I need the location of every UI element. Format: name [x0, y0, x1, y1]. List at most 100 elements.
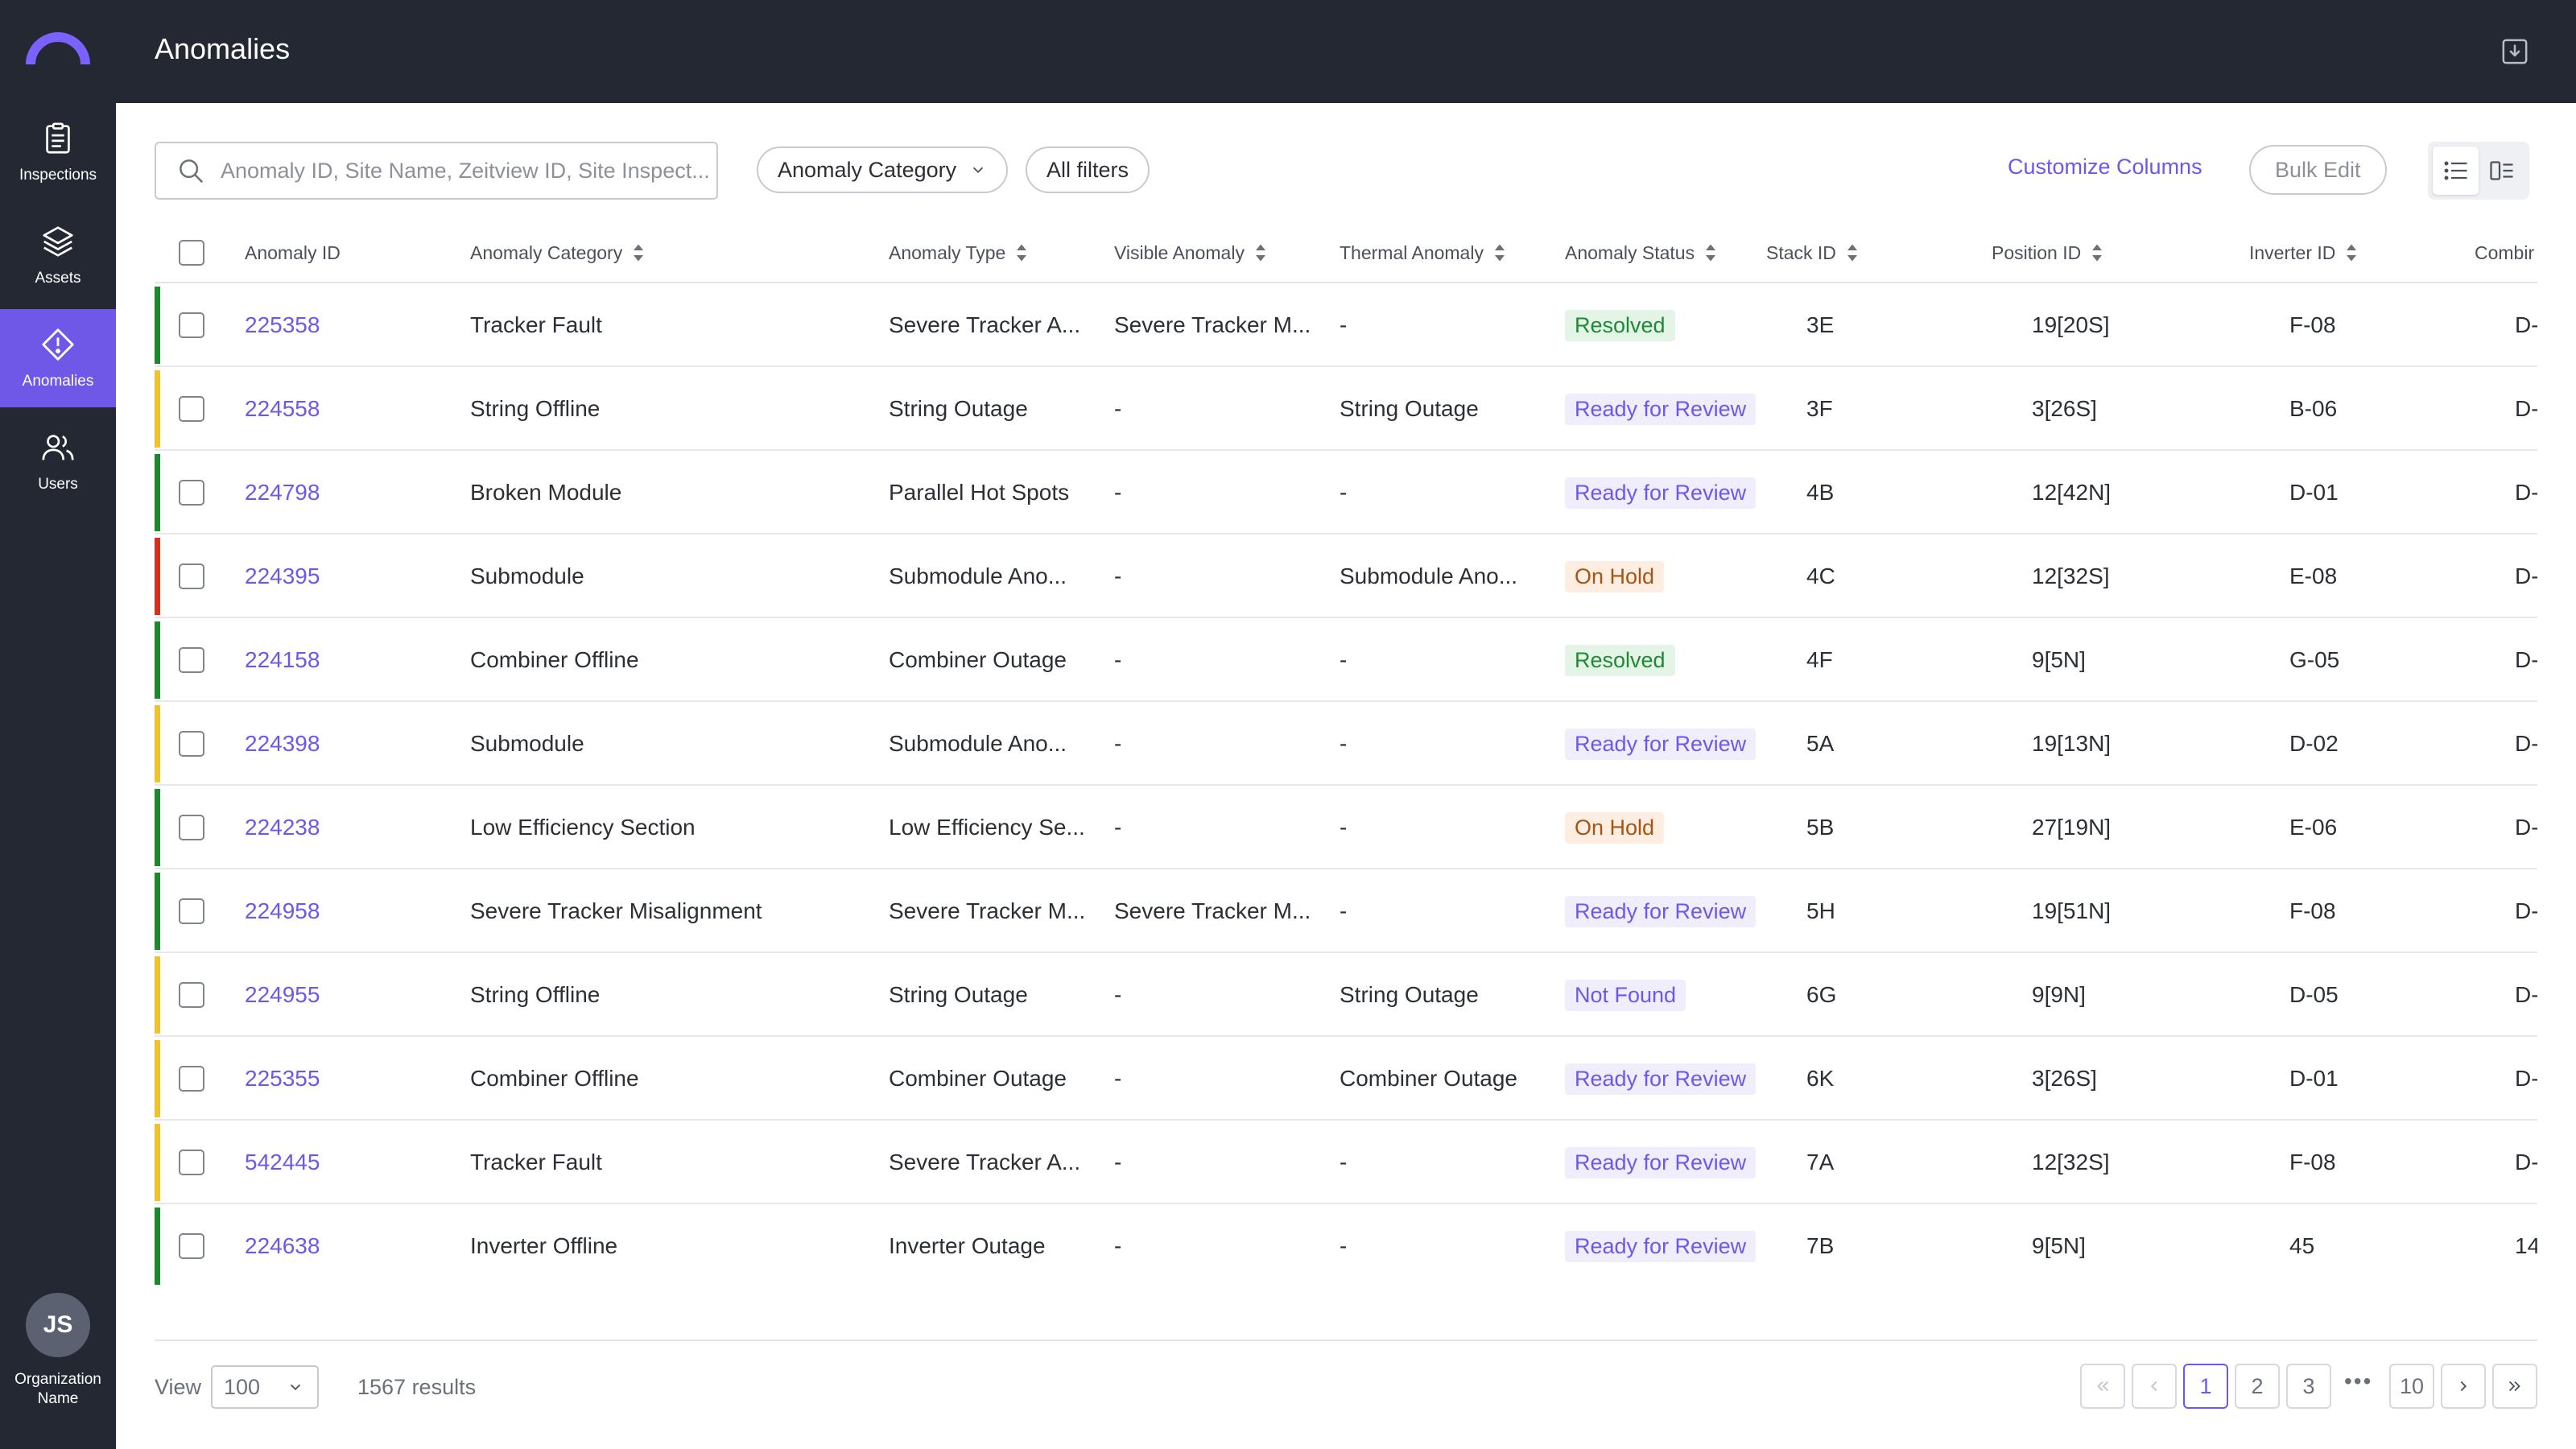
bulk-edit-button[interactable]: Bulk Edit — [2249, 145, 2387, 195]
search-box[interactable] — [155, 142, 718, 200]
column-header[interactable]: Anomaly ID — [245, 222, 341, 283]
anomaly-id-link[interactable]: 224398 — [245, 731, 320, 756]
column-header[interactable]: Inverter ID — [2249, 222, 2358, 283]
table-row[interactable]: 224238 Low Efficiency Section Low Efficien… — [155, 786, 2537, 869]
anomaly-id-link[interactable]: 225355 — [245, 1066, 320, 1091]
table-row[interactable]: 542445 Tracker Fault Severe Tracker A... - -… — [155, 1121, 2537, 1204]
column-header[interactable]: Anomaly Type — [889, 222, 1028, 283]
anomaly-id-link[interactable]: 542445 — [245, 1150, 320, 1174]
download-box-icon[interactable] — [2499, 35, 2531, 68]
table-row[interactable]: 224638 Inverter Offline Inverter Outage - - R… — [155, 1204, 2537, 1285]
list-view-button[interactable] — [2433, 147, 2479, 195]
pagination-ellipsis: ••• — [2344, 1368, 2373, 1393]
page-button-2[interactable]: 2 — [2235, 1364, 2280, 1409]
view-toggle — [2428, 142, 2529, 200]
sidebar-item-label: Anomalies — [22, 373, 94, 390]
sidebar-item-inspections[interactable]: Inspections — [0, 103, 116, 201]
thermal-anomaly-cell: - — [1340, 898, 1348, 923]
sidebar-item-anomalies[interactable]: Anomalies — [0, 309, 116, 407]
anomaly-id-link[interactable]: 224638 — [245, 1233, 320, 1258]
row-checkbox[interactable] — [179, 1066, 204, 1092]
severity-indicator — [155, 621, 160, 699]
brand-logo[interactable] — [26, 24, 90, 69]
sort-icon — [1494, 244, 1505, 262]
anomaly-id-link[interactable]: 224238 — [245, 815, 320, 840]
inverter-id-cell: F-08 — [2289, 898, 2336, 923]
status-badge: Not Found — [1565, 979, 1686, 1011]
next-page-button[interactable] — [2441, 1364, 2486, 1409]
table-row[interactable]: 224398 Submodule Submodule Ano... - - Ready f… — [155, 702, 2537, 786]
status-badge: Ready for Review — [1565, 895, 1757, 927]
prev-page-button[interactable] — [2132, 1364, 2177, 1409]
row-checkbox[interactable] — [179, 396, 204, 422]
page-button-10[interactable]: 10 — [2389, 1364, 2434, 1409]
row-checkbox[interactable] — [179, 982, 204, 1008]
column-header-label: Stack ID — [1766, 242, 1836, 263]
anomaly-id-link[interactable]: 224395 — [245, 564, 320, 588]
table-row[interactable]: 224158 Combiner Offline Combiner Outage - - R… — [155, 618, 2537, 702]
last-page-button[interactable] — [2492, 1364, 2537, 1409]
all-filters-button[interactable]: All filters — [1026, 147, 1150, 193]
anomaly-id-link[interactable]: 224955 — [245, 982, 320, 1007]
status-badge: Ready for Review — [1565, 393, 1757, 425]
row-checkbox[interactable] — [179, 312, 204, 338]
status-cell: Ready for Review — [1565, 702, 1757, 786]
column-header[interactable]: Position ID — [1992, 222, 2103, 283]
table-row[interactable]: 225358 Tracker Fault Severe Tracker A... Se… — [155, 283, 2537, 367]
column-header[interactable]: Anomaly Status — [1565, 222, 1717, 283]
select-all-checkbox[interactable] — [179, 240, 204, 266]
sidebar-item-users[interactable]: Users — [0, 412, 116, 510]
thermal-anomaly-cell: - — [1340, 1150, 1348, 1174]
anomaly-id-link[interactable]: 224958 — [245, 898, 320, 923]
column-header[interactable]: Visible Anomaly — [1114, 222, 1267, 283]
anomaly-category-cell: Severe Tracker Misalignment — [470, 898, 762, 923]
column-header[interactable]: Combir — [2475, 222, 2534, 283]
column-header[interactable]: Stack ID — [1766, 222, 1859, 283]
column-header[interactable]: Thermal Anomaly — [1340, 222, 1506, 283]
chevron-right-icon — [2460, 1381, 2467, 1392]
sidebar-item-label: Users — [38, 476, 78, 493]
row-checkbox[interactable] — [179, 898, 204, 924]
row-checkbox[interactable] — [179, 564, 204, 589]
table-row[interactable]: 224558 String Offline String Outage - String… — [155, 367, 2537, 451]
severity-indicator — [155, 1208, 160, 1285]
combiner-cell: D- — [2515, 647, 2537, 672]
page-size-select[interactable]: 100 — [211, 1365, 319, 1409]
visible-anomaly-cell: - — [1114, 982, 1122, 1007]
page-button-1[interactable]: 1 — [2183, 1364, 2228, 1409]
page-button-3[interactable]: 3 — [2286, 1364, 2331, 1409]
row-checkbox[interactable] — [179, 815, 204, 840]
severity-indicator — [155, 1124, 160, 1201]
table-row[interactable]: 224958 Severe Tracker Misalignment Severe … — [155, 869, 2537, 953]
sidebar-item-assets[interactable]: Assets — [0, 206, 116, 304]
severity-indicator — [155, 287, 160, 364]
combiner-cell: D- — [2515, 815, 2537, 840]
split-view-button[interactable] — [2479, 147, 2524, 195]
status-cell: On Hold — [1565, 786, 1665, 869]
table-row[interactable]: 224955 String Offline String Outage - String… — [155, 953, 2537, 1037]
table-row[interactable]: 225355 Combiner Offline Combiner Outage - Co… — [155, 1037, 2537, 1121]
first-page-button[interactable] — [2080, 1364, 2125, 1409]
status-badge: Ready for Review — [1565, 1230, 1757, 1262]
anomaly-id-link[interactable]: 224558 — [245, 396, 320, 421]
row-checkbox[interactable] — [179, 1150, 204, 1175]
anomaly-id-link[interactable]: 225358 — [245, 312, 320, 337]
row-checkbox[interactable] — [179, 480, 204, 506]
column-header[interactable]: Anomaly Category — [470, 222, 645, 283]
search-input[interactable] — [221, 158, 712, 184]
combiner-cell: D- — [2515, 1066, 2537, 1091]
thermal-anomaly-cell: Submodule Ano... — [1340, 564, 1518, 588]
table-row[interactable]: 224395 Submodule Submodule Ano... - Submodul… — [155, 535, 2537, 618]
row-checkbox[interactable] — [179, 731, 204, 757]
table-row[interactable]: 224798 Broken Module Parallel Hot Spots - - R… — [155, 451, 2537, 535]
visible-anomaly-cell: - — [1114, 396, 1122, 421]
anomaly-category-filter[interactable]: Anomaly Category — [757, 147, 1009, 193]
position-id-cell: 3[26S] — [2032, 396, 2097, 421]
row-checkbox[interactable] — [179, 647, 204, 673]
anomaly-category-cell: Submodule — [470, 731, 584, 756]
anomaly-id-link[interactable]: 224798 — [245, 480, 320, 505]
anomaly-id-link[interactable]: 224158 — [245, 647, 320, 672]
avatar[interactable]: JS — [26, 1293, 90, 1357]
customize-columns-link[interactable]: Customize Columns — [2008, 155, 2202, 179]
row-checkbox[interactable] — [179, 1233, 204, 1259]
